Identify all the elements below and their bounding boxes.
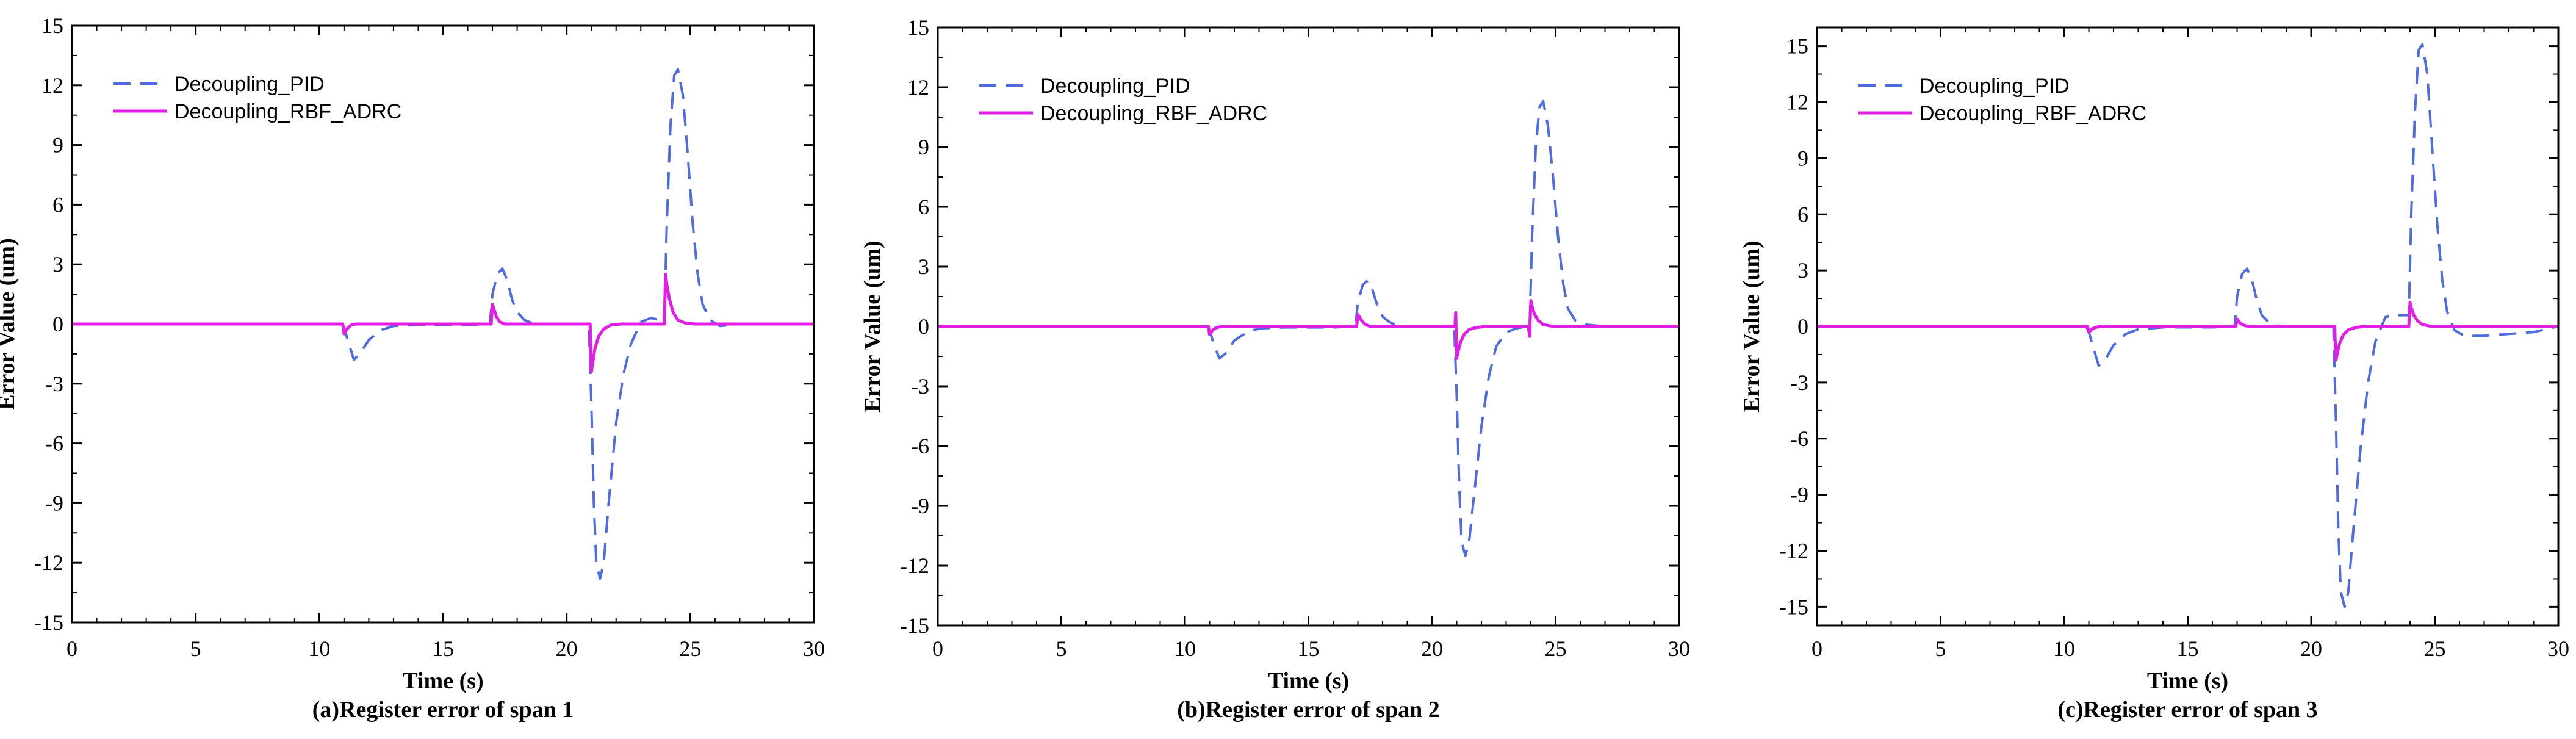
panel-span-3: 0 5 10 15 20 25 30 -15 -12 -9 -6 -3 0 3 6 9 12 15 Decoupli… bbox=[1739, 26, 2569, 723]
panel-span-2: 0 5 10 15 20 25 30 -15 -12 -9 -6 -3 0 3 6 9 12 15 Decoupli… bbox=[860, 15, 1690, 723]
x-tick-label: 5 bbox=[1056, 636, 1067, 661]
y-axis-title: Error Value (um) bbox=[0, 238, 20, 410]
panel-caption: (a)Register error of span 1 bbox=[312, 697, 574, 723]
x-tick-label: 5 bbox=[190, 636, 201, 661]
y-tick-label: 0 bbox=[918, 314, 929, 339]
y-tick-label: 9 bbox=[918, 135, 929, 159]
y-tick-label: -3 bbox=[911, 374, 929, 398]
y-tick-label: -3 bbox=[1790, 370, 1808, 395]
y-tick-label: 15 bbox=[1786, 34, 1808, 59]
series-line-decoupling-rbf-adrc bbox=[72, 273, 814, 373]
plot-frame bbox=[1816, 26, 2560, 627]
series-line-decoupling-pid bbox=[72, 68, 814, 580]
plot-frame bbox=[71, 24, 815, 624]
legend-label-decoupling-pid: Decoupling_PID bbox=[1919, 74, 2070, 98]
x-tick-label: 15 bbox=[432, 636, 454, 661]
x-tick-label: 25 bbox=[679, 636, 701, 661]
series-line-decoupling-pid bbox=[938, 99, 1679, 557]
x-tick-label: 10 bbox=[308, 636, 330, 661]
y-tick-label: -6 bbox=[911, 434, 929, 458]
x-tick-label: 10 bbox=[2053, 636, 2075, 661]
x-axis-title: Time (s) bbox=[2147, 668, 2228, 694]
y-tick-label: 6 bbox=[52, 192, 63, 217]
y-tick-label: -9 bbox=[45, 491, 63, 515]
x-tick-label: 5 bbox=[1935, 636, 1946, 661]
y-tick-label: 0 bbox=[52, 312, 63, 336]
x-tick-label: 15 bbox=[1298, 636, 1320, 661]
y-tick-label: 12 bbox=[907, 75, 929, 99]
y-tick-label: -12 bbox=[900, 553, 929, 578]
y-tick-label: -9 bbox=[911, 494, 929, 518]
y-tick-label: 15 bbox=[41, 13, 63, 38]
y-axis-title: Error Value (um) bbox=[860, 240, 885, 413]
y-tick-label: 3 bbox=[52, 252, 63, 276]
x-tick-label: 0 bbox=[932, 636, 943, 661]
x-tick-label: 30 bbox=[803, 636, 825, 661]
x-tick-label: 0 bbox=[67, 636, 77, 661]
y-tick-label: -6 bbox=[45, 431, 63, 456]
y-axis-title: Error Value (um) bbox=[1739, 240, 1765, 413]
y-tick-label: 6 bbox=[1797, 202, 1808, 226]
y-tick-label: 3 bbox=[1797, 258, 1808, 283]
legend-label-decoupling-rbf-adrc: Decoupling_RBF_ADRC bbox=[174, 100, 401, 123]
panel-caption: (c)Register error of span 3 bbox=[2057, 697, 2317, 723]
y-tick-label: 12 bbox=[1786, 90, 1808, 115]
legend-label-decoupling-pid: Decoupling_PID bbox=[174, 73, 325, 96]
legend-label-decoupling-rbf-adrc: Decoupling_RBF_ADRC bbox=[1040, 102, 1267, 125]
x-tick-label: 20 bbox=[2300, 636, 2322, 661]
y-tick-label: 0 bbox=[1797, 314, 1808, 339]
x-tick-label: 25 bbox=[2424, 636, 2446, 661]
y-tick-label: -6 bbox=[1790, 427, 1808, 451]
y-tick-label: 9 bbox=[1797, 146, 1808, 170]
y-tick-label: -15 bbox=[900, 613, 929, 638]
y-tick-label: -15 bbox=[34, 610, 63, 635]
panel-caption: (b)Register error of span 2 bbox=[1177, 697, 1440, 723]
plot-frame bbox=[937, 26, 1680, 627]
y-tick-label: 12 bbox=[41, 73, 63, 98]
x-tick-label: 30 bbox=[2547, 636, 2569, 661]
x-tick-label: 10 bbox=[1174, 636, 1196, 661]
y-tick-label: 6 bbox=[918, 195, 929, 219]
legend-label-decoupling-rbf-adrc: Decoupling_RBF_ADRC bbox=[1919, 102, 2146, 125]
y-tick-label: 9 bbox=[52, 133, 63, 157]
series-line-decoupling-rbf-adrc bbox=[1817, 300, 2558, 362]
x-tick-label: 0 bbox=[1811, 636, 1822, 661]
y-tick-label: 3 bbox=[918, 254, 929, 279]
series-line-decoupling-pid bbox=[1817, 43, 2558, 608]
y-tick-label: -12 bbox=[1779, 539, 1808, 563]
panel-span-1: 0 5 10 15 20 25 30 -15 -12 -9 -6 -3 0 3 6 9 12 15 Decoupli… bbox=[0, 13, 825, 723]
y-tick-label: 15 bbox=[907, 15, 929, 40]
series-line-decoupling-rbf-adrc bbox=[938, 299, 1679, 360]
y-tick-label: -12 bbox=[34, 550, 63, 575]
x-axis-title: Time (s) bbox=[402, 668, 483, 694]
x-tick-label: 30 bbox=[1668, 636, 1690, 661]
y-tick-label: -15 bbox=[1779, 594, 1808, 619]
x-tick-label: 15 bbox=[2177, 636, 2199, 661]
y-tick-label: -9 bbox=[1790, 483, 1808, 507]
legend-label-decoupling-pid: Decoupling_PID bbox=[1040, 74, 1190, 98]
x-tick-label: 20 bbox=[556, 636, 578, 661]
x-tick-label: 20 bbox=[1421, 636, 1443, 661]
y-tick-label: -3 bbox=[45, 372, 63, 396]
x-axis-title: Time (s) bbox=[1268, 668, 1349, 694]
x-tick-label: 25 bbox=[1545, 636, 1567, 661]
